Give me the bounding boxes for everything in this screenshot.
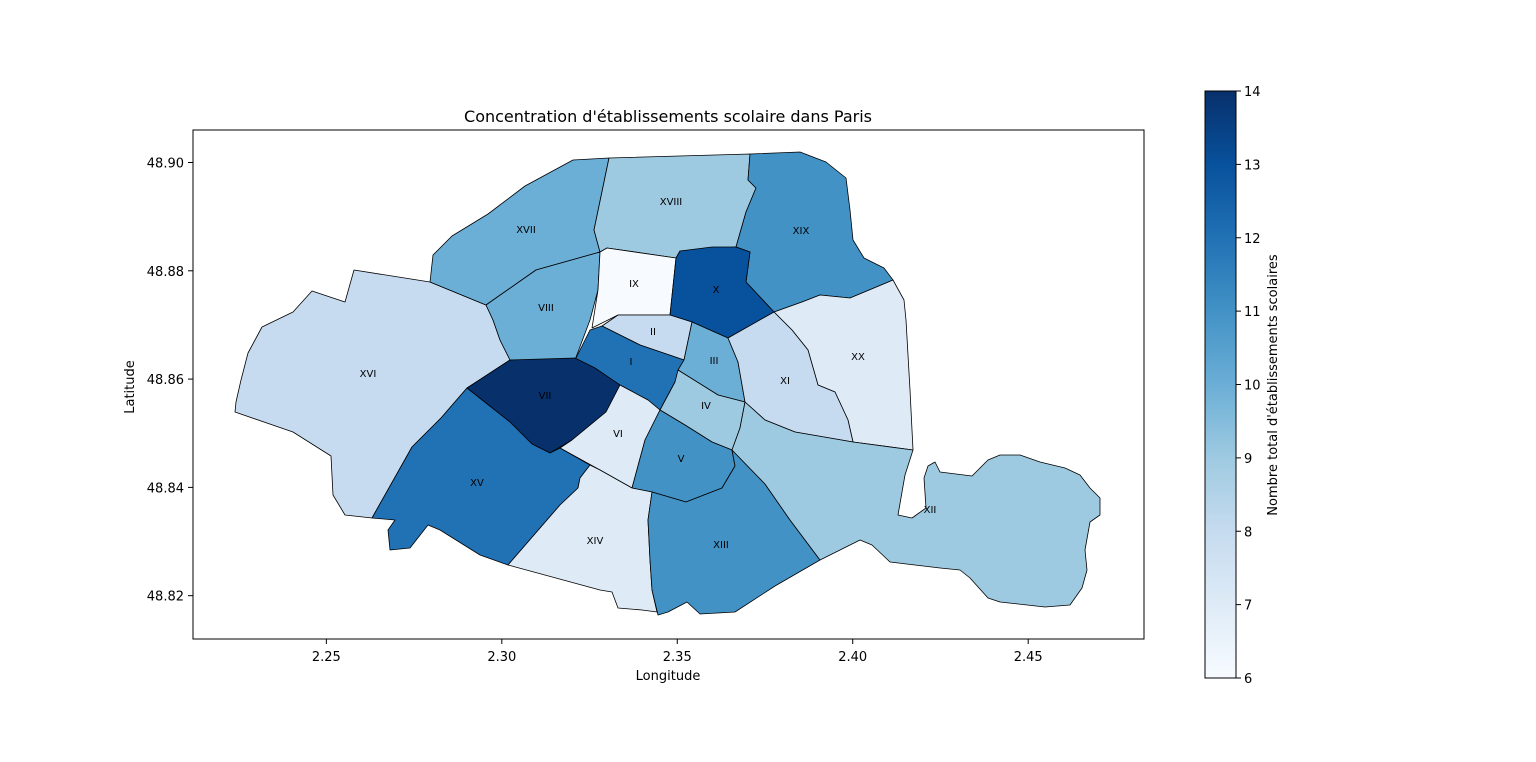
x-tick-label: 2.35	[663, 650, 692, 665]
region-label-XVII: XVII	[516, 225, 536, 236]
colorbar-tick-label: 11	[1244, 305, 1261, 320]
region-label-XII: XII	[924, 505, 937, 516]
region-label-XV: XV	[470, 478, 484, 489]
region-label-XIX: XIX	[793, 226, 810, 237]
region-label-II: II	[650, 327, 656, 338]
region-label-I: I	[630, 357, 633, 368]
y-tick-label: 48.84	[147, 481, 184, 496]
colorbar-tick-label: 10	[1244, 379, 1261, 394]
region-XIV	[507, 464, 658, 613]
colorbar	[1204, 90, 1237, 679]
region-label-IV: IV	[701, 401, 711, 412]
colorbar-label: Nombre total d'établissements scolaires	[1266, 254, 1281, 516]
region-label-XIII: XIII	[713, 540, 729, 551]
colorbar-tick-label: 6	[1244, 672, 1252, 687]
colorbar-tick-label: 9	[1244, 452, 1252, 467]
region-label-XVI: XVI	[360, 369, 377, 380]
region-label-XIV: XIV	[587, 536, 604, 547]
colorbar-tick-label: 7	[1244, 599, 1252, 614]
plot-frame	[192, 129, 1145, 640]
colorbar-tick-label: 8	[1244, 525, 1252, 540]
arrondissements-map	[234, 151, 1101, 616]
colorbar-tick-label: 12	[1244, 232, 1261, 247]
y-tick-label: 48.82	[147, 590, 184, 605]
y-tick-label: 48.88	[147, 265, 184, 280]
region-label-X: X	[713, 285, 720, 296]
region-labels: IIIIIIIVVVIVIIVIIIIXXXIXIIXIIIXIVXVXVIXV…	[360, 197, 937, 551]
x-tick-label: 2.40	[838, 650, 867, 665]
x-axis-ticks: 2.25 2.30 2.35 2.40 2.45	[312, 639, 1043, 665]
colorbar-tick-label: 14	[1244, 85, 1261, 100]
region-XIX	[735, 151, 894, 313]
y-axis-ticks: 48.82 48.84 48.86 48.88 48.90	[147, 156, 193, 605]
region-label-V: V	[678, 454, 685, 465]
x-tick-label: 2.25	[312, 650, 341, 665]
region-XII	[731, 401, 1101, 608]
x-tick-label: 2.45	[1014, 650, 1043, 665]
y-tick-label: 48.86	[147, 373, 184, 388]
region-XV	[371, 387, 591, 566]
region-label-VII: VII	[539, 391, 552, 402]
colorbar-ticks: 6 7 8 9 10 11 12 13 14	[1236, 85, 1261, 687]
region-label-VI: VI	[613, 429, 623, 440]
y-axis-label: Latitude	[123, 360, 138, 414]
region-label-IX: IX	[629, 279, 639, 290]
region-label-XVIII: XVIII	[660, 197, 683, 208]
colorbar-tick-label: 13	[1244, 158, 1261, 173]
region-label-XI: XI	[780, 376, 790, 387]
region-label-III: III	[710, 356, 719, 367]
x-tick-label: 2.30	[487, 650, 516, 665]
x-axis-label: Longitude	[636, 669, 701, 684]
region-XIII	[647, 449, 821, 616]
region-label-VIII: VIII	[538, 303, 554, 314]
chart-title: Concentration d'établissements scolaire …	[464, 107, 872, 126]
region-VIII	[485, 251, 601, 361]
region-label-XX: XX	[851, 352, 865, 363]
y-tick-label: 48.90	[147, 156, 184, 171]
